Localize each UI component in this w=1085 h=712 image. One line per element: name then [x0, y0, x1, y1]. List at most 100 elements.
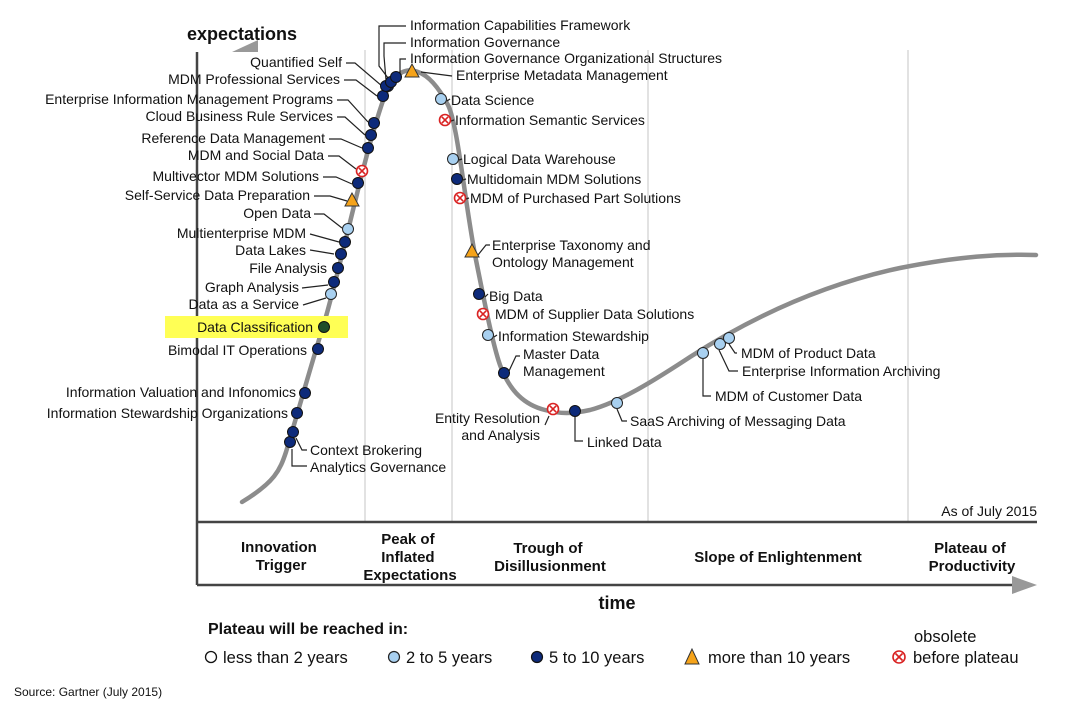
- tech-information-governance-organizational-structures: Information Governance Organizational St…: [390, 50, 722, 83]
- leader-line: [323, 176, 353, 185]
- tech-label: Information Valuation and Infonomics: [66, 384, 296, 400]
- tech-label: File Analysis: [249, 260, 327, 276]
- tech-information-valuation-and-infonomics: Information Valuation and Infonomics: [66, 384, 311, 400]
- highlight-box: [165, 316, 348, 338]
- tech-big-data: Big Data: [473, 288, 543, 304]
- tech-reference-data-management: Reference Data Management: [141, 130, 374, 154]
- tech-enterprise-taxonomy-and-ontology-management: Enterprise Taxonomy and Ontology Manageme…: [464, 237, 651, 270]
- leader-line: [718, 349, 738, 372]
- tech-context-brokering: Context Brokering: [287, 426, 422, 458]
- tech-label: SaaS Archiving of Messaging Data: [630, 413, 846, 429]
- legend-lt2-label: less than 2 years: [223, 649, 348, 667]
- tech-file-analysis: File Analysis: [249, 260, 344, 276]
- tech-graph-analysis: Graph Analysis: [205, 276, 340, 295]
- tech-information-semantic-services: Information Semantic Services: [438, 112, 645, 128]
- marker-2to5-icon: [435, 93, 447, 105]
- leader-line: [728, 343, 737, 354]
- phase-labels: Innovation Trigger Peak of Inflated Expe…: [241, 531, 1016, 584]
- tech-label: Context Brokering: [310, 442, 422, 458]
- tech-label: Master Data Management: [523, 346, 605, 379]
- leader-line: [484, 293, 489, 298]
- tech-data-lakes: Data Lakes: [235, 242, 347, 260]
- y-axis-title: expectations: [187, 24, 297, 44]
- tech-label: Enterprise Taxonomy and Ontology Manageme…: [492, 237, 651, 270]
- leader-line: [446, 98, 451, 102]
- tech-mdm-of-supplier-data-solutions: MDM of Supplier Data Solutions: [476, 306, 694, 322]
- tech-label: Information Governance: [410, 34, 560, 50]
- tech-label: Cloud Business Rule Services: [145, 108, 333, 124]
- marker-obsolete-icon: [453, 191, 467, 205]
- tech-label: MDM of Supplier Data Solutions: [495, 306, 694, 322]
- tech-multidomain-mdm-solutions: Multidomain MDM Solutions: [451, 171, 641, 187]
- phase-plateau: Plateau of Productivity: [929, 540, 1016, 575]
- tech-information-stewardship: Information Stewardship: [482, 328, 649, 344]
- legend-obsolete-label-top: obsolete: [914, 628, 976, 646]
- source-note: Source: Gartner (July 2015): [14, 685, 162, 699]
- marker-obsolete-icon: [355, 164, 369, 178]
- leader-line: [508, 355, 520, 372]
- tech-label: Open Data: [243, 205, 311, 221]
- tech-label: Data Science: [451, 92, 534, 108]
- tech-label: MDM and Social Data: [188, 147, 324, 163]
- marker-5to10-icon: [569, 405, 581, 417]
- tech-label: MDM of Purchased Part Solutions: [470, 190, 681, 206]
- tech-mdm-and-social-data: MDM and Social Data: [188, 147, 369, 178]
- marker-obsolete-icon: [438, 113, 452, 127]
- leader-line: [346, 62, 383, 87]
- marker-2to5-icon: [714, 338, 726, 350]
- marker-obsolete-icon: [546, 402, 560, 416]
- leader-line: [314, 195, 348, 202]
- marker-5to10-icon: [318, 321, 330, 333]
- tech-label: Multidomain MDM Solutions: [467, 171, 641, 187]
- leader-line: [337, 99, 369, 123]
- marker-5to10-icon: [339, 236, 351, 248]
- leader-line: [309, 233, 340, 243]
- legend-gt10-label: more than 10 years: [708, 649, 850, 667]
- leader-line: [399, 58, 406, 73]
- legend-5to10-label: 5 to 10 years: [549, 649, 644, 667]
- tech-label: Information Stewardship Organizations: [47, 405, 288, 421]
- tech-label: Information Stewardship: [498, 328, 649, 344]
- tech-label: Data as a Service: [189, 296, 300, 312]
- marker-5to10-icon: [335, 248, 347, 260]
- tech-linked-data: Linked Data: [569, 405, 662, 450]
- leader-line: [493, 334, 498, 338]
- marker-5to10-icon: [377, 90, 389, 102]
- tech-label: Big Data: [489, 288, 543, 304]
- leader-line: [420, 71, 453, 77]
- tech-label: Linked Data: [587, 434, 662, 450]
- legend-2to5-icon: [387, 650, 401, 664]
- tech-label: Entity Resolution and Analysis: [435, 410, 540, 443]
- tech-label: MDM Professional Services: [168, 71, 340, 87]
- marker-5to10-icon: [312, 343, 324, 355]
- tech-label: Quantified Self: [250, 54, 342, 70]
- tech-label: Multienterprise MDM: [177, 225, 306, 241]
- marker-2to5-icon: [697, 347, 709, 359]
- marker-gt10-icon: [464, 242, 480, 258]
- marker-5to10-icon: [287, 426, 299, 438]
- legend: Plateau will be reached in: less than 2 …: [204, 621, 1019, 667]
- tech-mdm-of-product-data: MDM of Product Data: [723, 332, 876, 361]
- leader-line: [574, 417, 583, 442]
- tech-label: MDM of Customer Data: [715, 388, 862, 404]
- leader-line: [344, 79, 378, 97]
- leader-line: [314, 213, 343, 229]
- x-axis-title: time: [598, 593, 635, 613]
- tech-label: Enterprise Information Management Progra…: [45, 91, 333, 107]
- marker-2to5-icon: [482, 329, 494, 341]
- marker-2to5-icon: [447, 153, 459, 165]
- phase-innovation-trigger: Innovation Trigger: [241, 539, 321, 574]
- x-axis-arrow-icon: [1012, 576, 1037, 594]
- tech-self-service-data-preparation: Self-Service Data Preparation: [125, 187, 360, 207]
- tech-logical-data-warehouse: Logical Data Warehouse: [447, 151, 616, 167]
- tech-entity-resolution-and-analysis: Entity Resolution and Analysis: [435, 402, 560, 443]
- tech-analytics-governance: Analytics Governance: [284, 436, 446, 475]
- legend-title: Plateau will be reached in:: [208, 621, 408, 638]
- y-axis-arrow-icon: [232, 40, 258, 52]
- tech-label: Enterprise Information Archiving: [742, 363, 940, 379]
- leader-line: [328, 155, 357, 170]
- leader-line: [544, 415, 550, 426]
- leader-line: [329, 138, 363, 149]
- tech-enterprise-metadata-management: Enterprise Metadata Management: [404, 62, 668, 83]
